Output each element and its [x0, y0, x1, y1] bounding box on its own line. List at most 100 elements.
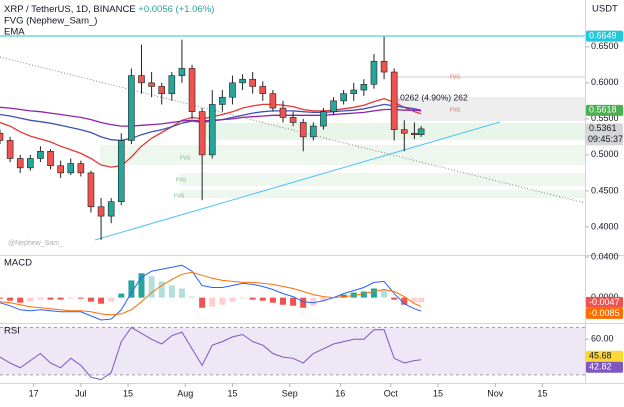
x-tick-label: Aug: [177, 388, 193, 398]
price-label-box: [586, 361, 623, 373]
histogram-bar: [249, 297, 256, 300]
histogram-bar: [128, 280, 135, 298]
histogram-bar: [280, 297, 286, 305]
histogram-bar: [178, 288, 185, 298]
candle-body: [360, 83, 368, 91]
histogram-bar: [401, 297, 408, 305]
candle-body: [178, 68, 186, 76]
candle-body: [107, 201, 115, 217]
candle-body: [219, 96, 226, 105]
price-label: 0.5618: [589, 105, 617, 115]
candle-body: [6, 140, 14, 159]
histogram-bar: [189, 296, 196, 298]
histogram-bar: [47, 297, 54, 300]
candle-body: [208, 104, 216, 156]
histogram-bar: [98, 297, 105, 304]
candle-body: [330, 100, 337, 112]
candle-body: [370, 60, 378, 85]
countdown: 09:45:37: [588, 134, 623, 144]
candle-body: [269, 93, 277, 109]
change: +0.0056 (+1.06%): [138, 4, 214, 15]
fvg-zone: [180, 173, 585, 186]
fvg-zone: [180, 190, 585, 198]
histogram-bar: [0, 297, 3, 299]
y-tick-label: 0.5500: [591, 113, 619, 123]
candle-body: [16, 158, 24, 169]
y-tick-label: 0.6500: [591, 41, 619, 51]
candle-body: [310, 125, 317, 138]
candle-body: [188, 68, 196, 112]
candle-body: [380, 60, 388, 73]
macd-line: [0, 264, 422, 321]
histogram-bar: [37, 297, 44, 300]
x-tick-label: 15: [537, 388, 547, 398]
currency: USDT: [592, 4, 618, 15]
price-label-box: [586, 296, 623, 308]
candle-body: [67, 163, 75, 174]
histogram-bar: [418, 297, 425, 303]
histogram-bar: [381, 289, 388, 298]
histogram-bar: [310, 297, 317, 306]
x-tick-label: Nov: [487, 388, 504, 398]
histogram-bar: [300, 297, 307, 308]
measure-zone: [390, 97, 585, 121]
pane-title: MACD: [4, 258, 32, 269]
countdown-box: [586, 134, 623, 146]
y-tick-label: 0.0400: [591, 251, 619, 261]
price-label-box: [586, 104, 623, 116]
candle-body: [400, 129, 408, 134]
y-tick-label: 0.4000: [591, 221, 619, 231]
x-tick-label: 15: [227, 388, 237, 398]
fvg-label: FVG: [450, 74, 460, 80]
candle-body: [239, 78, 246, 84]
candle-body: [279, 107, 287, 118]
x-tick-label: 15: [123, 388, 133, 398]
histogram-bar: [158, 281, 165, 298]
candle-body: [77, 163, 85, 174]
price-label: -0.0085: [589, 308, 620, 318]
y-tick-label: 60.00: [591, 334, 614, 344]
rsi-line: [0, 326, 422, 381]
histogram-bar: [360, 291, 367, 298]
histogram-bar: [269, 297, 276, 303]
histogram-bar: [168, 285, 175, 298]
candle-body: [158, 86, 166, 94]
fvg-zone: [200, 123, 585, 140]
histogram-bar: [57, 297, 64, 300]
rsi-pane: [0, 326, 585, 381]
signal-line: [0, 271, 422, 316]
candle-body: [47, 150, 54, 166]
histogram-bar: [67, 297, 74, 299]
trend-line: [94, 121, 501, 241]
measure-label: 0.0262 (4.90%) 262: [393, 92, 468, 102]
histogram-bar: [391, 297, 398, 300]
candle-body: [390, 71, 398, 130]
histogram-bar: [209, 297, 216, 307]
x-tick-label: Sep: [282, 388, 298, 398]
histogram-bar: [77, 297, 84, 299]
x-tick-label: 16: [335, 388, 345, 398]
rsi-band: [0, 327, 585, 375]
histogram-bar: [138, 273, 145, 298]
indicator-name: FVG (Nephew_Sam_): [4, 16, 97, 27]
candle-body: [198, 111, 206, 156]
pane-title: RSI: [4, 326, 20, 337]
price-label-box: [586, 123, 623, 135]
price-label: 0.6649: [589, 30, 617, 40]
candle-body: [128, 75, 135, 141]
candle-body: [97, 206, 105, 217]
fvg-zone: [100, 145, 585, 165]
watermark: @Nephew_Sam_: [8, 240, 63, 247]
fvg-label: FVG: [174, 193, 184, 199]
candle-body: [350, 89, 358, 94]
price-label: 0.5361: [589, 123, 617, 133]
histogram-bar: [7, 297, 14, 301]
histogram-bar: [118, 293, 125, 298]
price-label: 42.82: [589, 362, 612, 372]
price-label-box: [586, 350, 623, 362]
price-label-box: [586, 30, 623, 42]
fvg-label: FVG: [176, 177, 186, 183]
candle-body: [229, 82, 236, 98]
price-pane: FVG FVG FVG FVG FVG @Nephew_Sam_ 0.0262 …: [0, 35, 585, 247]
candle-body: [259, 86, 267, 94]
